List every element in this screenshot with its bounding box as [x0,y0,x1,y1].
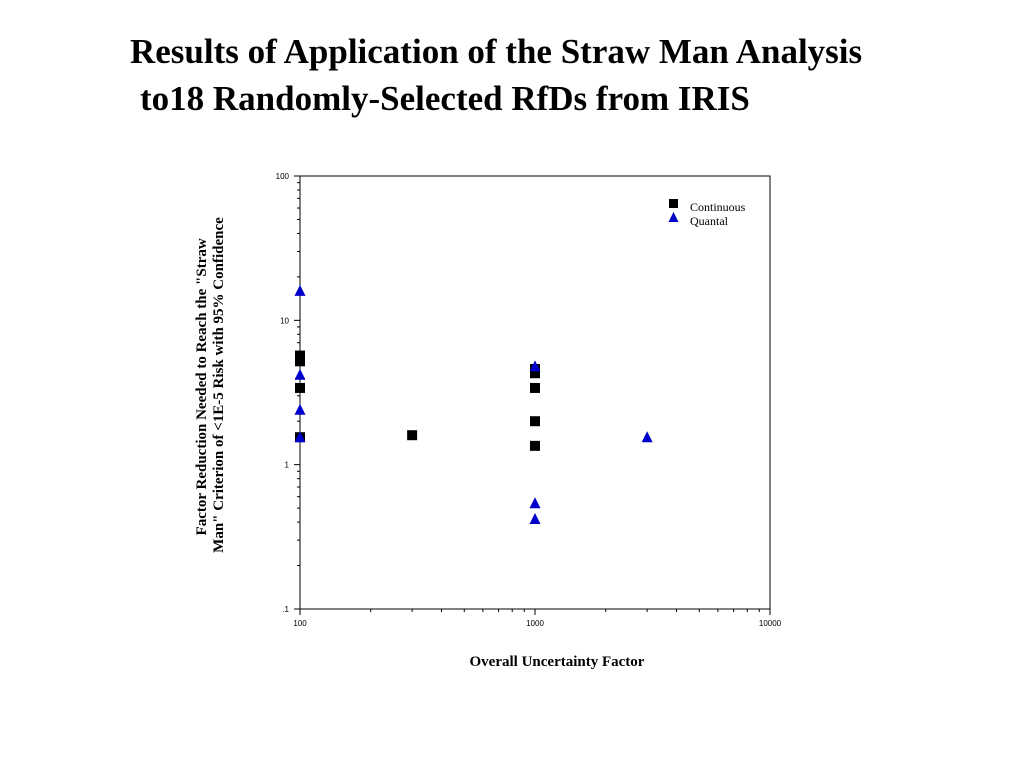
slide-title: Results of Application of the Straw Man … [130,28,1010,122]
axis-tick-labels: 100 1000 10000 .1 1 10 100 [276,172,782,628]
legend-label-quantal: Quantal [690,214,729,228]
data-points [294,284,653,525]
quantal-point [529,360,541,372]
continuous-point [530,382,540,393]
y-axis-title: Factor Reduction Needed to Reach the "St… [194,217,227,553]
slide-title-line-2: to18 Randomly-Selected RfDs from IRIS [140,79,750,118]
chart-legend: Continuous Quantal [668,199,746,228]
quantal-point [529,497,541,509]
quantal-point [641,431,653,443]
x-tick-label: 1000 [526,619,544,628]
quantal-point [529,513,541,525]
y-axis-title-line-1: Factor Reduction Needed to Reach the "St… [194,238,210,535]
continuous-point [295,382,305,393]
y-axis-title-line-2: Man" Criterion of <1E-5 Risk with 95% Co… [211,217,227,553]
legend-label-continuous: Continuous [690,200,746,214]
continuous-point [530,368,540,379]
legend-marker-quantal [668,212,679,222]
quantal-point [294,403,306,415]
quantal-point [294,368,306,380]
continuous-point [530,416,540,427]
axis-ticks [294,175,771,615]
quantal-point [294,431,306,443]
x-axis-title: Overall Uncertainty Factor [470,654,645,670]
continuous-point [295,350,305,361]
x-tick-label: 10000 [759,619,782,628]
y-tick-label: 100 [276,172,290,181]
continuous-point [530,440,540,451]
continuous-point [407,430,418,441]
continuous-point [295,356,305,367]
quantal-point [294,284,306,296]
y-tick-label: 10 [280,316,289,325]
y-tick-label: 1 [285,461,290,470]
slide-title-line-1: Results of Application of the Straw Man … [130,32,863,71]
legend-marker-continuous [669,199,678,208]
y-tick-label: .1 [282,605,289,614]
x-tick-label: 100 [293,619,307,628]
